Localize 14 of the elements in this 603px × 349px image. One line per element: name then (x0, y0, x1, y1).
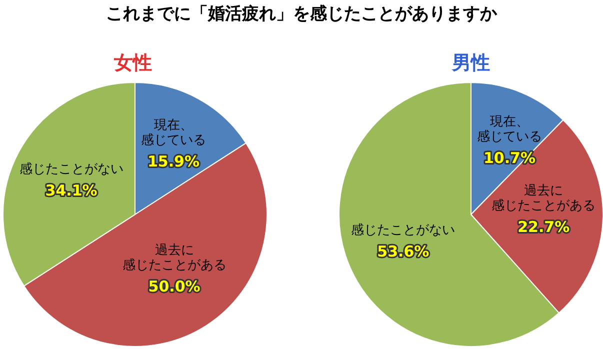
slice-label: 現在、感じている (141, 118, 206, 148)
text: これまでに「婚活疲れ」を感じたことがありますか (105, 3, 498, 25)
data-label: 34.1% (45, 182, 98, 200)
chart-title: 男性 (450, 51, 491, 76)
slice-label: 過去に感じたことがある (122, 242, 226, 273)
data-label: 50.0% (148, 277, 200, 296)
chart-subtitle: 女性 (113, 51, 153, 76)
slice-label: 感じたことがない (351, 222, 456, 238)
data-label: 53.6% (377, 242, 430, 260)
slice-label: 過去に感じたことがある (492, 183, 596, 214)
slice-label: 現在、感じている (477, 114, 542, 145)
slice-label: 感じたことがない (19, 162, 124, 178)
data-label: 15.9% (147, 152, 200, 171)
data-label: 22.7% (518, 218, 570, 236)
